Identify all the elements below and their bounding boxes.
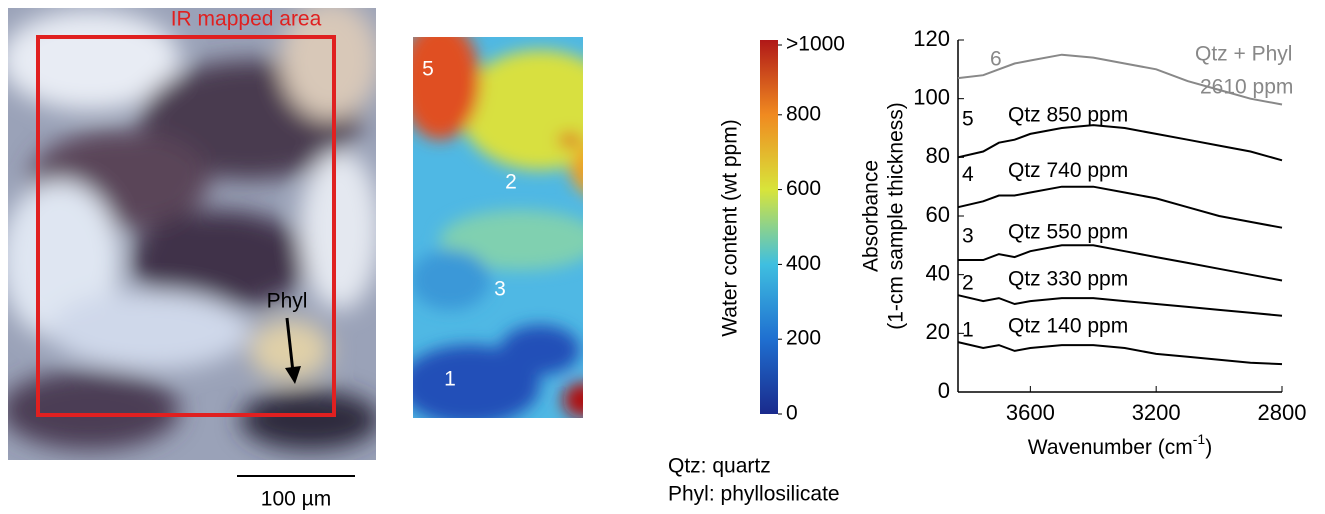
micrograph	[8, 8, 376, 460]
colorbar: 0 200 400 600 800 >1000	[760, 33, 845, 425]
map-point: 4	[626, 156, 638, 179]
map-point: 6	[694, 386, 706, 409]
series-name: Qtz + Phyl	[1195, 43, 1292, 66]
series-number: 2	[962, 272, 974, 295]
phase-label: Phyl	[267, 290, 308, 313]
y-tick-label: 60	[926, 202, 950, 227]
x-axis-title-text: Wavenumber (cm	[1028, 436, 1193, 459]
y-tick-label: 120	[913, 26, 950, 51]
colorbar-tick-label: 800	[786, 102, 821, 125]
x-axis-title: Wavenumber (cm-1)	[1028, 431, 1212, 459]
water-map	[413, 37, 583, 418]
series-number: 3	[962, 225, 974, 248]
area-label: IR mapped area	[171, 8, 322, 31]
y-tick-label: 100	[913, 84, 950, 109]
colorbar-title: Water content (wt ppm)	[719, 119, 742, 336]
spectrum	[957, 124, 1283, 162]
series-name: Qtz 550 ppm	[1008, 221, 1128, 244]
arrow-head	[285, 366, 301, 384]
arrow	[285, 317, 295, 373]
colorbar-scale	[760, 40, 778, 414]
y-tick-label: 80	[926, 143, 950, 168]
map-point: 5	[422, 58, 434, 81]
colorbar-tick-label: 0	[786, 402, 798, 425]
map-point: 1	[444, 368, 456, 391]
series-number: 1	[962, 318, 974, 341]
mapped-area-box	[36, 35, 336, 417]
x-axis-title-end: )	[1205, 436, 1212, 459]
y-tick-label: 20	[926, 319, 950, 344]
y-axis-title: (1-cm sample thickness)	[885, 102, 908, 330]
annotation: 2610 ppm	[1200, 76, 1293, 99]
spectrum	[957, 341, 1283, 366]
colorbar-tick-label: 600	[786, 177, 821, 200]
x-tick-label: 3600	[1006, 400, 1055, 425]
series-name: Qtz 850 ppm	[1008, 103, 1128, 126]
x-axis-title-sup: -1	[1193, 431, 1206, 447]
spectrum	[957, 185, 1283, 229]
series-number: 4	[962, 163, 974, 186]
map-point: 3	[494, 278, 506, 301]
series-name: Qtz 330 ppm	[1008, 268, 1128, 291]
legend-entry: Phyl: phyllosilicate	[668, 483, 840, 506]
y-tick-label: 40	[926, 260, 950, 285]
spectrum	[957, 294, 1283, 317]
legend-entry: Qtz: quartz	[668, 455, 771, 478]
colorbar-tick-label: 200	[786, 327, 821, 350]
spectrum	[957, 53, 1283, 106]
series-number: 6	[990, 48, 1002, 71]
map-point: 2	[505, 171, 517, 194]
y-tick-label: 0	[938, 378, 950, 403]
spectrum	[958, 244, 1283, 282]
scale-label: 100 µm	[261, 488, 331, 511]
x-tick-label: 2800	[1258, 400, 1307, 425]
series-name: Qtz 140 ppm	[1008, 314, 1128, 337]
y-axis-title: Absorbance	[860, 160, 883, 272]
colorbar-tick-label: >1000	[786, 33, 845, 56]
series-name: Qtz 740 ppm	[1008, 159, 1128, 182]
x-tick-label: 3200	[1132, 400, 1181, 425]
colorbar-tick-label: 400	[786, 252, 821, 275]
series-number: 5	[962, 107, 974, 130]
